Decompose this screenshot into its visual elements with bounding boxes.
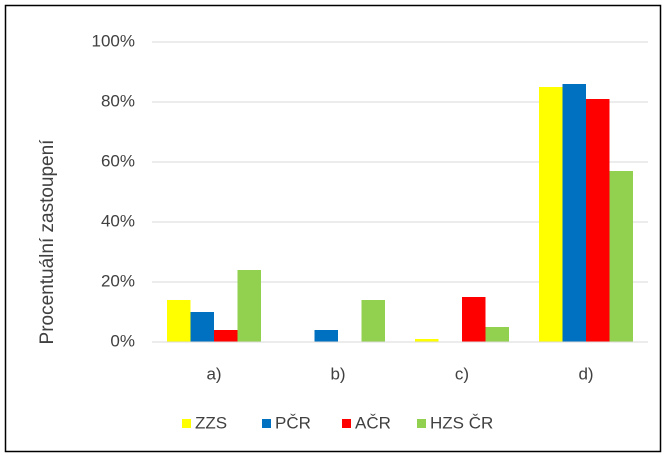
bar (361, 300, 385, 342)
y-tick-label: 20% (101, 271, 135, 290)
bar (190, 312, 214, 342)
legend-label: ZZS (195, 413, 227, 432)
legend-swatch (342, 419, 351, 428)
bar (167, 300, 191, 342)
legend-label: PČR (275, 413, 311, 432)
x-tick-label: b) (330, 364, 345, 383)
bar (214, 330, 238, 342)
legend-label: HZS ČR (430, 413, 493, 432)
y-tick-label: 80% (101, 91, 135, 110)
y-axis-label: Procentuální zastoupení (37, 139, 58, 345)
legend-swatch (182, 419, 191, 428)
x-tick-label: d) (578, 364, 593, 383)
bar (539, 87, 563, 342)
bar (314, 330, 338, 342)
legend-swatch (262, 419, 271, 428)
bar (237, 270, 261, 342)
legend-swatch (417, 419, 426, 428)
y-tick-label: 100% (92, 31, 135, 50)
bar (415, 339, 439, 342)
y-tick-label: 40% (101, 211, 135, 230)
y-tick-label: 60% (101, 151, 135, 170)
bar (485, 327, 509, 342)
bar (462, 297, 486, 342)
legend-label: AČR (355, 413, 391, 432)
x-tick-label: a) (206, 364, 221, 383)
y-tick-label: 0% (110, 331, 135, 350)
bar (609, 171, 633, 342)
bar (586, 99, 610, 342)
bar (562, 84, 586, 342)
x-tick-label: c) (455, 364, 469, 383)
